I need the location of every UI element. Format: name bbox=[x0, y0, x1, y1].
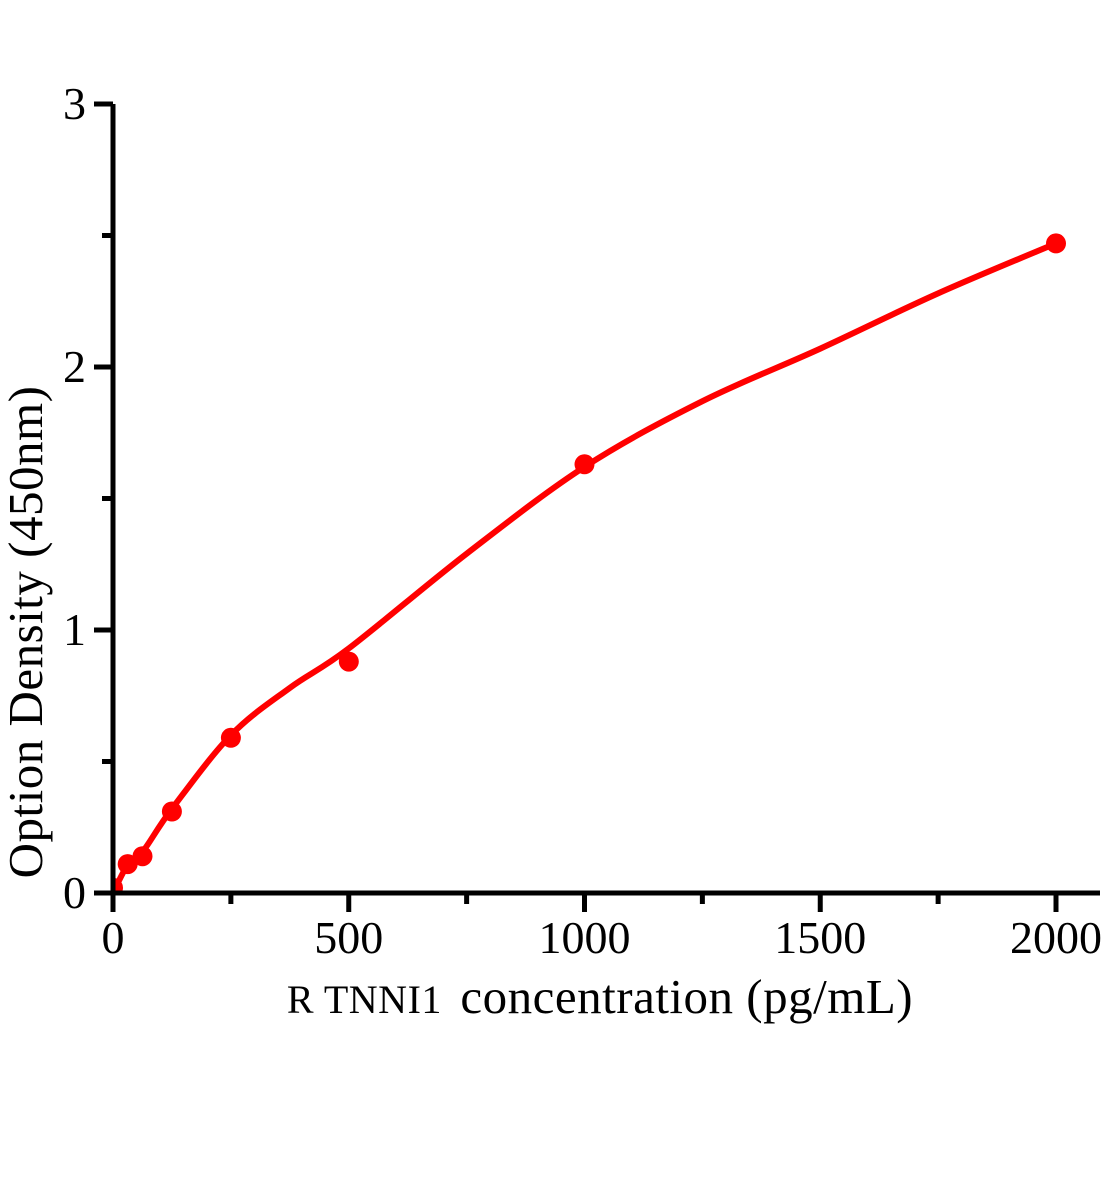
y-axis-title: Option Density (450nm) bbox=[0, 386, 53, 879]
series-layer bbox=[113, 233, 1066, 893]
x-tick-label: 1000 bbox=[539, 912, 631, 963]
data-point bbox=[161, 801, 182, 822]
x-tick-label: 2000 bbox=[1010, 912, 1102, 963]
y-tick-label: 1 bbox=[63, 604, 86, 655]
y-tick-label: 3 bbox=[63, 78, 86, 129]
data-point bbox=[220, 727, 241, 748]
data-point bbox=[132, 846, 153, 867]
y-tick-label: 2 bbox=[63, 341, 86, 392]
data-point bbox=[574, 454, 595, 475]
axes-layer: 0 500 1000 1500 2000 0 1 2 3 bbox=[63, 78, 1102, 963]
data-point bbox=[1046, 233, 1066, 254]
y-tick-label: 0 bbox=[63, 867, 86, 918]
x-axis-title: R TNNI1 concentration (pg/mL) bbox=[287, 969, 913, 1024]
fit-curve-line bbox=[113, 240, 1059, 893]
data-point bbox=[117, 854, 138, 875]
data-point bbox=[338, 651, 359, 672]
x-axis-title-main: concentration (pg/mL) bbox=[460, 969, 913, 1024]
x-axis-title-prefix: R TNNI1 bbox=[287, 977, 442, 1022]
x-tick-label: 1500 bbox=[774, 912, 866, 963]
x-tick-label: 0 bbox=[102, 912, 125, 963]
x-tick-label: 500 bbox=[314, 912, 383, 963]
